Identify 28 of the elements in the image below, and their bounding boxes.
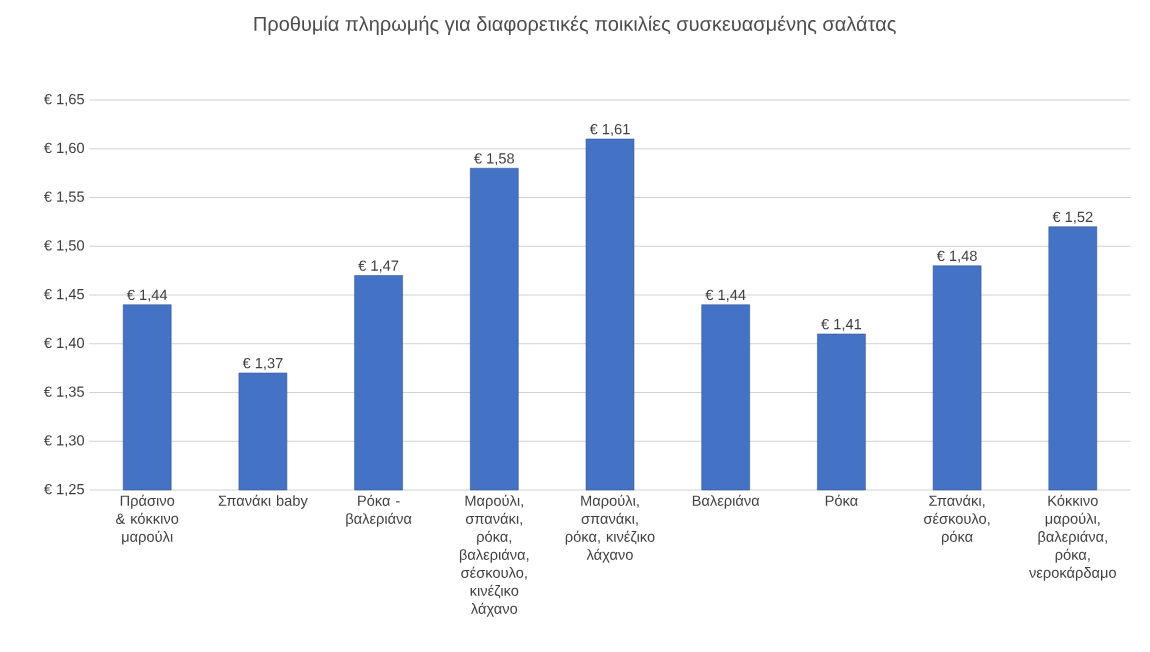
x-tick-label: Σπανάκι baby xyxy=(218,494,308,509)
x-tick-label: Μαρούλι, σπανάκι, ρόκα, κινέζικο λάχανο xyxy=(565,494,655,563)
data-label: € 1,44 xyxy=(705,289,746,302)
data-label: € 1,52 xyxy=(1052,211,1093,224)
data-label: € 1,61 xyxy=(589,123,630,137)
y-tick-label: € 1,25 xyxy=(43,483,84,497)
chart-title: Προθυμία πληρωμής για διαφορετικές ποικιλίες συσκευασμένης σαλάτας xyxy=(254,15,896,35)
y-tick-label: € 1,65 xyxy=(43,93,84,107)
data-label: € 1,47 xyxy=(358,260,399,273)
y-tick-label: € 1,50 xyxy=(43,240,85,253)
x-tick-label: Κόκκινο μαρούλι, βαλεριάνα, ρόκα, νεροκάρδαμο xyxy=(1029,494,1116,581)
data-label: € 1,48 xyxy=(936,250,977,263)
x-tick-label: Βαλεριάνα xyxy=(692,494,760,509)
x-tick-label: Μαρούλι, σπανάκι, ρόκα, βαλεριάνα, σέσκουλο, κινέζικο λάχανο xyxy=(459,494,529,617)
y-tick-label: € 1,35 xyxy=(43,386,84,399)
data-label: € 1,41 xyxy=(821,318,862,332)
x-tick-label: Ρόκα xyxy=(825,494,858,506)
x-tick-label: Σπανάκι, σέσκουλο, ρόκα xyxy=(924,494,990,545)
y-tick-label: € 1,45 xyxy=(43,288,84,302)
data-label: € 1,58 xyxy=(474,153,515,166)
data-label: € 1,44 xyxy=(126,289,168,302)
y-tick-label: € 1,30 xyxy=(43,435,85,448)
x-tick-label: Πράσινο & κόκκινο μαρούλι xyxy=(116,494,179,545)
y-tick-label: € 1,40 xyxy=(43,337,85,350)
y-tick-label: € 1,60 xyxy=(43,142,85,155)
data-label: € 1,37 xyxy=(242,357,283,371)
y-tick-label: € 1,55 xyxy=(43,191,84,204)
x-tick-label: Ρόκα - βαλεριάνα xyxy=(346,494,412,527)
